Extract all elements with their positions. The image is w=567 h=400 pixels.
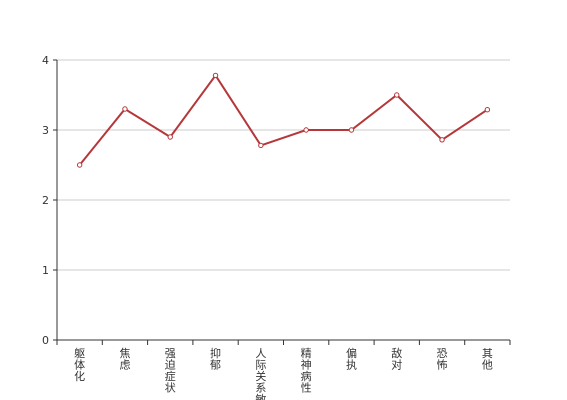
x-tick-label: 偏执 <box>346 346 357 372</box>
point <box>258 142 264 149</box>
point <box>122 106 128 112</box>
y-tick-label: 4 <box>42 54 49 67</box>
x-tick-label: 躯体化 <box>74 347 85 383</box>
x-tick-label: 强迫症状 <box>165 347 176 395</box>
point <box>348 127 355 133</box>
y-tick-label: 3 <box>42 124 49 137</box>
x-tick-label: 敌对 <box>391 346 402 372</box>
x-tick-label: 其他 <box>482 347 493 372</box>
x-tick-label: 抑郁 <box>210 346 221 372</box>
point <box>484 107 491 113</box>
point <box>394 92 400 98</box>
x-tick-label: 焦虑 <box>119 347 130 372</box>
y-tick-label: 1 <box>42 264 49 277</box>
x-tick-label: 人际关系敏感 <box>255 347 266 400</box>
y-tick-label: 0 <box>42 334 49 347</box>
point <box>167 134 173 140</box>
x-tick-label: 精神病性 <box>301 347 312 395</box>
point <box>303 127 309 133</box>
point <box>212 72 219 79</box>
y-tick-label: 2 <box>42 194 49 207</box>
x-tick-label: 恐怖 <box>437 347 448 372</box>
line <box>78 73 488 166</box>
point <box>76 162 83 168</box>
point <box>439 137 445 143</box>
